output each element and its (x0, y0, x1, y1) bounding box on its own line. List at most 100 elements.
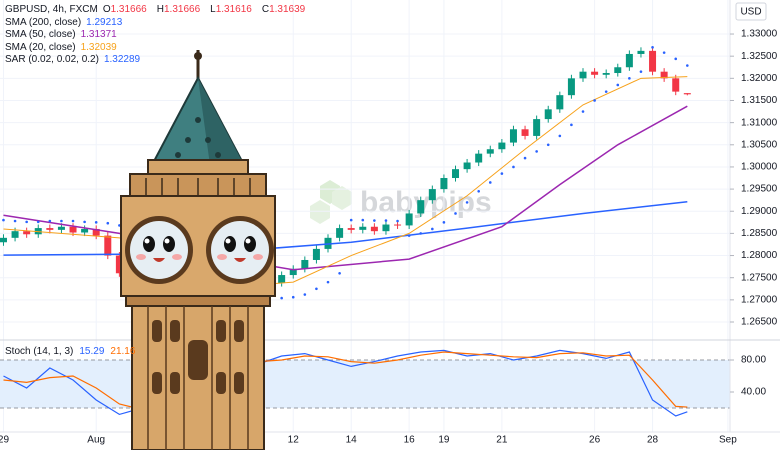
sar-dot (303, 293, 307, 296)
candle-body (370, 226, 378, 232)
candle-body (336, 228, 344, 238)
candle-body (533, 119, 541, 136)
y-tick-label: 1.28000 (741, 250, 778, 261)
sar-dot (13, 219, 17, 223)
sar-dot (2, 218, 5, 222)
sar-dot (500, 172, 504, 175)
sar-dot (477, 190, 480, 193)
y-tick-label: 1.30500 (741, 139, 778, 150)
sar-dot (535, 150, 538, 153)
sar-dot (512, 165, 515, 169)
candle-body (486, 149, 494, 154)
candle-body (417, 200, 425, 214)
sar-dot (407, 234, 411, 237)
sar-dot (349, 218, 353, 222)
y-tick-label: 1.29000 (741, 206, 778, 217)
y-tick-label: 1.27000 (741, 294, 778, 305)
y-tick-label: 1.30000 (741, 162, 778, 173)
currency-box[interactable] (735, 2, 767, 21)
candle-body (312, 248, 320, 260)
sar-dot (83, 220, 86, 224)
watermark-text: babypips (360, 186, 492, 219)
indicator-name: Stoch (14, 1, 3) (5, 346, 74, 357)
candle-body (428, 189, 436, 201)
y-tick-label: 1.33000 (741, 29, 778, 40)
x-tick-label: 26 (589, 435, 601, 446)
sar-dot (25, 220, 28, 224)
candle-body (625, 53, 633, 68)
legend-row: SMA (50, close) 1.31371 (5, 29, 315, 42)
indicator-value: 1.31371 (80, 29, 117, 41)
y-tick-label: 1.26500 (741, 317, 778, 328)
indicator-value: 15.29 (79, 346, 105, 357)
candle-body (115, 255, 123, 274)
ohlc-item: H1.31666 (157, 4, 205, 15)
candle-body (556, 95, 564, 110)
y-tick-label: 1.28500 (741, 228, 778, 239)
candle-body (521, 129, 529, 136)
sar-dot (593, 99, 596, 102)
y-tick-label: 1.32500 (741, 51, 778, 62)
indicator-name: SMA (50, close) (5, 29, 76, 41)
candle-body (104, 235, 112, 256)
legend-row: SAR (0.02, 0.02, 0.2) 1.32289 (5, 54, 315, 67)
candle-body (301, 259, 309, 269)
main-legend: GBPUSD, 4h, FXCM O1.31666 H1.31666 L1.31616… (5, 4, 315, 67)
candle-body (463, 162, 471, 170)
ohlc-label: L (210, 4, 216, 15)
watermark: babypips (310, 180, 492, 224)
sar-dot (373, 219, 376, 222)
sar-dot (291, 295, 295, 299)
candle-body (0, 237, 7, 243)
sar-dot (488, 181, 492, 184)
sar-dot (465, 201, 469, 204)
candle-body (23, 231, 31, 235)
indicator-value: 21.16 (110, 346, 136, 357)
candle-body (92, 228, 100, 236)
candle-body (567, 78, 575, 96)
y-tick-label: 1.31000 (741, 117, 778, 128)
stoch-line (3, 349, 688, 417)
sar-dot (546, 143, 550, 147)
sar-dot (338, 271, 341, 275)
y-tick-label: 1.27500 (741, 272, 778, 283)
candle-body (394, 224, 402, 226)
big-ben-illustration (120, 50, 276, 450)
x-tick-label: 28 (647, 435, 659, 446)
candle-body (649, 50, 657, 72)
y-tick-label: 40.00 (741, 387, 766, 398)
indicator-name: SAR (0.02, 0.02, 0.2) (5, 54, 99, 66)
sar-dot (36, 220, 40, 224)
sar-dot (361, 218, 365, 222)
sar-dot (384, 219, 388, 222)
y-tick-label: 1.29500 (741, 184, 778, 195)
sar-dot (558, 134, 562, 138)
ohlc-label: H (156, 4, 164, 15)
candle-body (440, 178, 448, 190)
legend-row: SMA (200, close) 1.29213 (5, 17, 315, 30)
candle-body (11, 231, 19, 238)
indicator-value: 1.32039 (80, 41, 117, 53)
sar-dot (674, 57, 678, 61)
x-tick-label: 21 (496, 435, 508, 446)
sar-dot (628, 77, 631, 80)
ohlc-value: 1.31666 (110, 4, 147, 15)
legend-row: SMA (20, close) 1.32039 (5, 42, 315, 55)
sar-dot (280, 296, 283, 300)
candle-body (382, 224, 390, 232)
sar-dot (581, 110, 585, 113)
sar-dot (570, 123, 573, 127)
sar-dot (71, 219, 75, 223)
sar-dot (442, 221, 446, 224)
candle-body (614, 67, 622, 74)
sar-dot (326, 280, 330, 284)
ohlc-value: 1.31666 (163, 4, 201, 15)
ohlc-item: O1.31666 (103, 4, 152, 15)
currency-label[interactable]: USD (740, 7, 761, 18)
candle-body (498, 142, 506, 150)
candle-body (289, 268, 297, 276)
sar-dot (419, 232, 423, 235)
ohlc-label: O (102, 4, 111, 15)
candle-body (660, 71, 668, 79)
